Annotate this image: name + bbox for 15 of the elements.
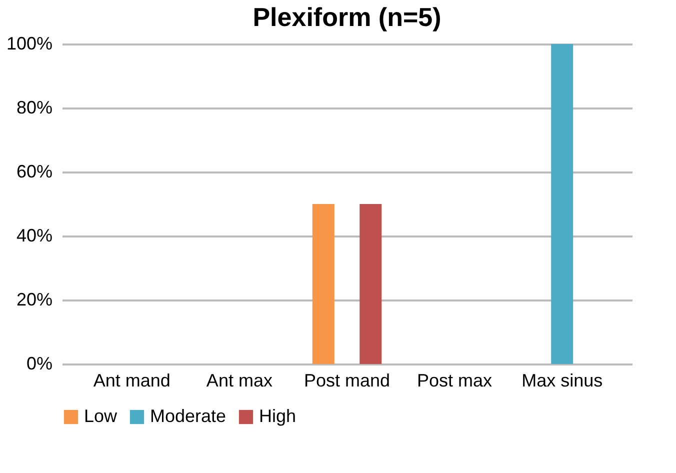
x-tick-label: Ant mand <box>93 370 170 390</box>
chart-title: Plexiform (n=5) <box>252 2 442 32</box>
x-tick-label: Post max <box>417 370 492 390</box>
y-tick-label: 60% <box>16 162 52 182</box>
x-tick-label: Ant max <box>206 370 272 390</box>
legend-label: High <box>259 406 296 426</box>
y-tick-label: 0% <box>26 354 52 374</box>
x-tick-label: Max sinus <box>522 370 603 390</box>
y-tick-label: 100% <box>6 34 52 54</box>
y-tick-label: 80% <box>16 98 52 118</box>
y-tick-label: 40% <box>16 226 52 246</box>
legend-label: Low <box>84 406 118 426</box>
x-tick-label: Post mand <box>304 370 390 390</box>
legend-label: Moderate <box>150 406 226 426</box>
y-tick-label: 20% <box>16 290 52 310</box>
